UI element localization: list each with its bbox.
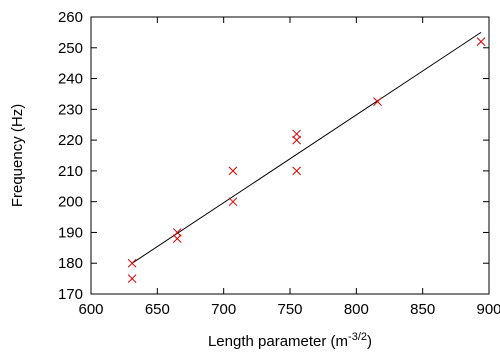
x-axis-title-main: Length parameter (m	[208, 333, 348, 350]
data-point	[292, 166, 301, 176]
data-points-layer	[127, 37, 486, 283]
data-point	[228, 197, 238, 207]
x-tick-label: 700	[211, 301, 236, 318]
y-axis-title: Frequency (Hz)	[9, 104, 26, 207]
x-tick-label: 650	[145, 301, 170, 318]
data-point	[292, 135, 301, 145]
data-point-stroke	[292, 166, 301, 176]
y-tick-label: 220	[58, 132, 83, 149]
data-point	[228, 166, 238, 176]
y-tick-label: 230	[58, 101, 83, 118]
y-tick-label: 190	[58, 224, 83, 241]
data-point-stroke	[127, 258, 137, 268]
plot-border	[90, 16, 490, 295]
data-point-stroke	[373, 97, 382, 106]
data-point-stroke	[172, 228, 182, 237]
fit-line-layer	[131, 31, 482, 264]
data-point-stroke	[228, 197, 238, 207]
data-point	[292, 129, 301, 139]
x-tick-label: 750	[277, 301, 302, 318]
x-tick-label: 600	[78, 301, 103, 318]
y-tick-label: 240	[58, 71, 83, 88]
plot-frame	[90, 16, 490, 295]
data-point	[127, 258, 137, 268]
data-point	[476, 37, 486, 46]
data-point-stroke	[127, 274, 137, 283]
x-tick-label: 900	[476, 301, 500, 318]
data-point-stroke	[228, 166, 238, 176]
data-point	[127, 274, 137, 283]
y-tick-label: 250	[58, 40, 83, 57]
y-tick-label: 200	[58, 194, 83, 211]
y-tick-label: 260	[58, 9, 83, 26]
data-point	[172, 234, 182, 243]
data-point-stroke	[172, 234, 182, 243]
data-point-stroke	[292, 129, 301, 139]
x-axis-title: Length parameter (m-3/2)	[208, 331, 372, 350]
fit-line	[131, 31, 482, 264]
data-point	[172, 228, 182, 237]
x-axis-title-superscript: -3/2	[348, 331, 367, 343]
data-point-stroke	[476, 37, 486, 46]
x-axis-title-suffix: )	[367, 333, 372, 350]
y-tick-label: 170	[58, 286, 83, 303]
x-axis-ticks: 600 650 700 750 800 850 900	[78, 17, 500, 318]
y-axis-ticks: 170 180 190 200 210 220 230 240 250 260	[58, 9, 489, 303]
data-point-stroke	[292, 135, 301, 145]
x-tick-label: 800	[344, 301, 369, 318]
y-tick-label: 180	[58, 255, 83, 272]
y-tick-label: 210	[58, 163, 83, 180]
x-tick-label: 850	[410, 301, 435, 318]
data-point	[373, 97, 382, 106]
